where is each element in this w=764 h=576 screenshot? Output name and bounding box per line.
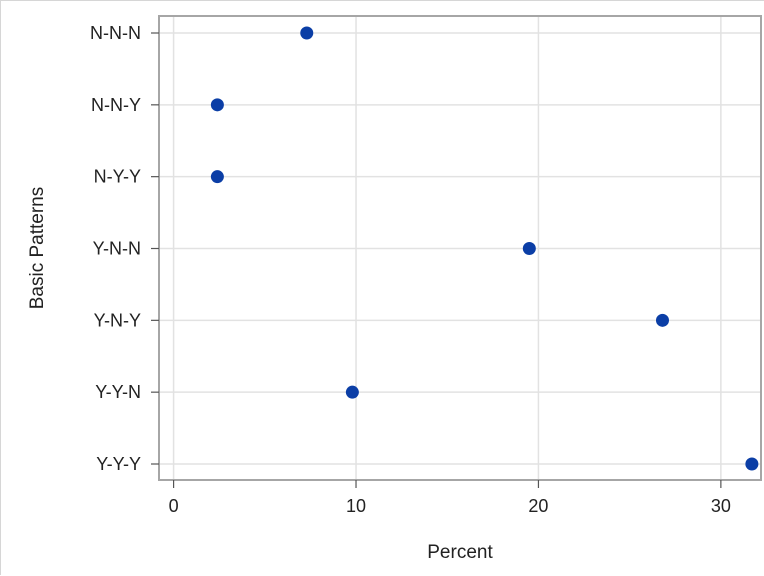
- data-point-n-y-y: [210, 170, 224, 184]
- data-point-y-y-n: [345, 385, 359, 399]
- data-points: [210, 26, 759, 471]
- y-axis-ticks: N-N-N N-N-Y N-Y-Y Y-N-N Y-N-Y Y-Y-N Y-Y-Y: [90, 23, 159, 474]
- x-tick-label: 0: [169, 496, 179, 516]
- x-axis-ticks: 0 10 20 30: [169, 480, 731, 516]
- y-tick-label: Y-Y-N: [95, 382, 141, 402]
- x-axis-title: Percent: [427, 542, 493, 563]
- y-tick-label: N-N-N: [90, 23, 141, 43]
- data-point-y-n-n: [522, 242, 536, 255]
- data-point-n-n-n: [300, 26, 314, 40]
- y-tick-label: Y-N-N: [93, 239, 141, 259]
- x-tick-label: 30: [711, 496, 731, 516]
- y-tick-label: N-N-Y: [91, 95, 141, 115]
- y-tick-label: Y-N-Y: [94, 310, 141, 330]
- data-point-n-n-y: [210, 98, 224, 112]
- x-tick-label: 10: [346, 496, 366, 516]
- x-tick-label: 20: [528, 496, 548, 516]
- data-point-y-n-y: [655, 313, 669, 327]
- y-axis-title: Basic Patterns: [27, 187, 48, 310]
- y-tick-label: Y-Y-Y: [96, 454, 141, 474]
- grid-lines: [159, 16, 761, 480]
- y-tick-label: N-Y-Y: [94, 167, 141, 187]
- data-point-y-y-y: [745, 457, 759, 471]
